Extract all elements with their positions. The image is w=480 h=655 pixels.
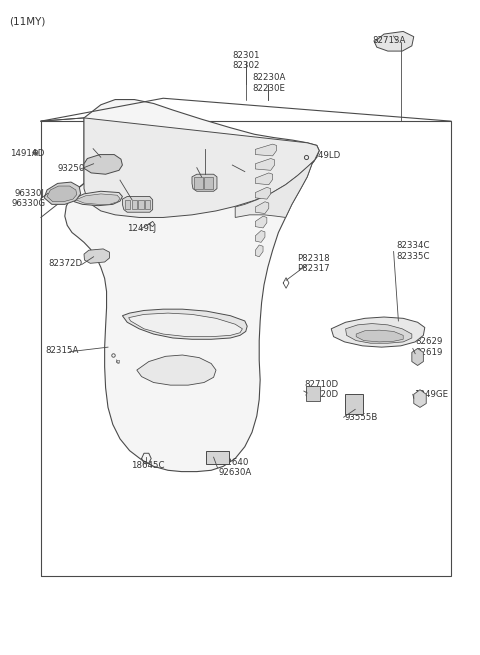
Text: 93555B: 93555B [345, 413, 378, 422]
Polygon shape [73, 191, 122, 206]
Polygon shape [192, 174, 217, 191]
Text: 82301
82302: 82301 82302 [232, 50, 260, 70]
Polygon shape [132, 200, 137, 209]
Polygon shape [204, 177, 213, 189]
Polygon shape [356, 330, 403, 342]
Text: 93250A: 93250A [58, 164, 91, 174]
Polygon shape [145, 200, 150, 209]
Polygon shape [129, 313, 242, 337]
Text: 82372D: 82372D [48, 259, 82, 268]
Polygon shape [125, 200, 130, 209]
Polygon shape [84, 118, 319, 217]
Text: 82710D
82720D: 82710D 82720D [305, 380, 339, 400]
Text: 18645C: 18645C [131, 460, 165, 470]
Polygon shape [84, 249, 109, 263]
Text: 1249LD: 1249LD [307, 151, 340, 160]
Polygon shape [235, 160, 314, 217]
Text: 92640
92630A: 92640 92630A [218, 458, 252, 477]
Text: 82629
82619: 82629 82619 [415, 337, 443, 357]
Text: 82374
82384: 82374 82384 [178, 157, 206, 176]
Bar [345, 394, 363, 414]
Text: 96330J
96330G: 96330J 96330G [12, 189, 46, 208]
Text: 82334C
82335C: 82334C 82335C [396, 241, 430, 261]
Polygon shape [255, 245, 263, 257]
Polygon shape [65, 100, 319, 472]
Bar [306, 386, 320, 401]
Text: 82315D: 82315D [182, 143, 216, 152]
Polygon shape [255, 216, 267, 228]
Text: (11MY): (11MY) [10, 16, 46, 26]
Bar [41, 121, 451, 576]
Polygon shape [374, 31, 414, 51]
Text: 82230A
82230E: 82230A 82230E [252, 73, 286, 93]
Polygon shape [122, 309, 247, 339]
Polygon shape [331, 317, 425, 347]
Polygon shape [414, 390, 426, 407]
Polygon shape [255, 202, 269, 214]
Polygon shape [255, 159, 275, 170]
Text: 82620
82610: 82620 82610 [94, 138, 121, 157]
Polygon shape [255, 187, 271, 199]
Polygon shape [255, 144, 276, 156]
Polygon shape [194, 177, 203, 189]
Polygon shape [137, 355, 216, 385]
Text: 1249GE: 1249GE [414, 390, 448, 399]
Polygon shape [84, 155, 122, 174]
Polygon shape [76, 194, 120, 204]
Text: 82315A: 82315A [46, 346, 79, 355]
Polygon shape [47, 186, 77, 202]
Text: 82375C
82385A: 82375C 82385A [121, 169, 155, 189]
Bar [206, 451, 229, 464]
Text: 1249LJ: 1249LJ [127, 224, 156, 233]
Text: 82713A: 82713A [372, 36, 406, 45]
Text: 82241A
82231B: 82241A 82231B [233, 155, 266, 174]
Polygon shape [412, 348, 423, 365]
Polygon shape [122, 196, 153, 212]
Polygon shape [346, 324, 412, 343]
Text: ig: ig [115, 359, 120, 364]
Polygon shape [255, 231, 265, 242]
Polygon shape [44, 182, 81, 204]
Text: 1491AD: 1491AD [10, 149, 44, 158]
Text: P82318
P82317: P82318 P82317 [298, 253, 330, 273]
Polygon shape [138, 200, 144, 209]
Polygon shape [255, 173, 273, 185]
